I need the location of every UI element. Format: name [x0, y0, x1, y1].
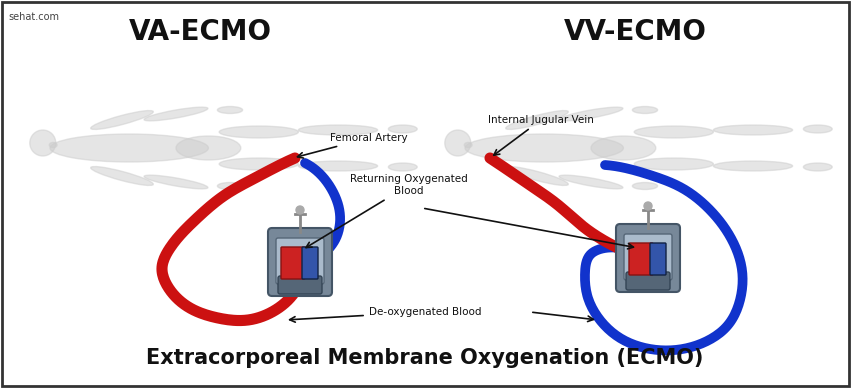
Ellipse shape [217, 106, 243, 114]
Circle shape [445, 130, 471, 156]
Ellipse shape [176, 136, 241, 160]
Ellipse shape [220, 158, 299, 170]
Text: sehat.com: sehat.com [8, 12, 59, 22]
FancyBboxPatch shape [268, 228, 332, 296]
Text: VV-ECMO: VV-ECMO [563, 18, 706, 46]
Ellipse shape [49, 142, 57, 147]
Ellipse shape [505, 111, 568, 130]
Ellipse shape [144, 107, 208, 121]
Circle shape [644, 202, 652, 210]
Circle shape [296, 206, 304, 214]
Ellipse shape [505, 166, 568, 185]
Text: De-oxygenated Blood: De-oxygenated Blood [289, 307, 482, 322]
Ellipse shape [299, 125, 378, 135]
Ellipse shape [220, 126, 299, 138]
Ellipse shape [632, 106, 658, 114]
Ellipse shape [713, 125, 792, 135]
Ellipse shape [465, 134, 624, 162]
Ellipse shape [91, 111, 153, 130]
Ellipse shape [299, 161, 378, 171]
FancyBboxPatch shape [278, 276, 322, 294]
Ellipse shape [713, 161, 792, 171]
FancyBboxPatch shape [624, 234, 672, 280]
Ellipse shape [634, 158, 713, 170]
FancyBboxPatch shape [276, 238, 324, 284]
Ellipse shape [388, 163, 417, 171]
Ellipse shape [50, 134, 208, 162]
FancyBboxPatch shape [302, 247, 318, 279]
Ellipse shape [803, 163, 832, 171]
Text: Returning Oxygenated
Blood: Returning Oxygenated Blood [306, 174, 468, 248]
Text: Extracorporeal Membrane Oxygenation (ECMO): Extracorporeal Membrane Oxygenation (ECM… [146, 348, 704, 368]
FancyBboxPatch shape [650, 243, 666, 275]
Text: Internal Jugular Vein: Internal Jugular Vein [488, 115, 594, 155]
FancyBboxPatch shape [281, 247, 305, 279]
Ellipse shape [91, 166, 153, 185]
Ellipse shape [591, 136, 656, 160]
Text: VA-ECMO: VA-ECMO [129, 18, 271, 46]
Ellipse shape [217, 182, 243, 189]
FancyBboxPatch shape [626, 272, 670, 290]
Circle shape [30, 130, 56, 156]
Ellipse shape [144, 175, 208, 189]
Ellipse shape [634, 126, 713, 138]
Text: Femoral Artery: Femoral Artery [298, 133, 408, 158]
Ellipse shape [803, 125, 832, 133]
FancyBboxPatch shape [629, 243, 653, 275]
Ellipse shape [559, 107, 623, 121]
Ellipse shape [559, 175, 623, 189]
Ellipse shape [388, 125, 417, 133]
FancyBboxPatch shape [616, 224, 680, 292]
Ellipse shape [632, 182, 658, 189]
Ellipse shape [465, 142, 472, 147]
